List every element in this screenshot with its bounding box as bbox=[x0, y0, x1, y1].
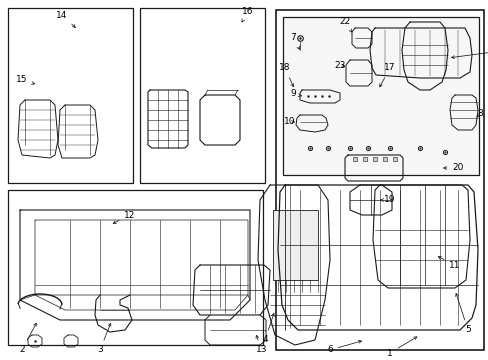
Bar bbox=[275, 10, 483, 350]
Text: 14: 14 bbox=[56, 10, 75, 27]
Text: 21: 21 bbox=[451, 45, 488, 59]
Bar bbox=[140, 8, 264, 183]
Bar bbox=[352, 157, 356, 161]
Bar bbox=[8, 190, 263, 345]
Text: 5: 5 bbox=[455, 293, 470, 334]
Bar bbox=[372, 157, 376, 161]
Text: 20: 20 bbox=[443, 163, 463, 172]
Text: 12: 12 bbox=[113, 211, 135, 223]
Bar bbox=[382, 157, 386, 161]
Text: 17: 17 bbox=[379, 63, 395, 87]
Text: 8: 8 bbox=[476, 108, 482, 117]
Text: 19: 19 bbox=[380, 195, 395, 204]
Text: 11: 11 bbox=[437, 257, 460, 270]
Text: 15: 15 bbox=[16, 76, 35, 85]
Text: 9: 9 bbox=[289, 90, 301, 99]
Text: 16: 16 bbox=[242, 8, 253, 22]
Bar bbox=[272, 210, 317, 280]
Text: 13: 13 bbox=[256, 336, 267, 355]
Text: 6: 6 bbox=[326, 341, 361, 355]
Bar bbox=[8, 8, 133, 183]
Bar bbox=[362, 157, 366, 161]
Bar bbox=[392, 157, 396, 161]
Text: 4: 4 bbox=[262, 314, 274, 345]
Text: 3: 3 bbox=[97, 323, 111, 355]
Text: 23: 23 bbox=[334, 60, 345, 69]
Text: 7: 7 bbox=[289, 33, 299, 49]
Text: 10: 10 bbox=[284, 117, 295, 126]
Text: 1: 1 bbox=[386, 337, 416, 357]
Text: 2: 2 bbox=[19, 323, 36, 355]
Text: 18: 18 bbox=[279, 63, 293, 87]
Text: 22: 22 bbox=[339, 18, 351, 32]
Bar bbox=[283, 17, 478, 175]
